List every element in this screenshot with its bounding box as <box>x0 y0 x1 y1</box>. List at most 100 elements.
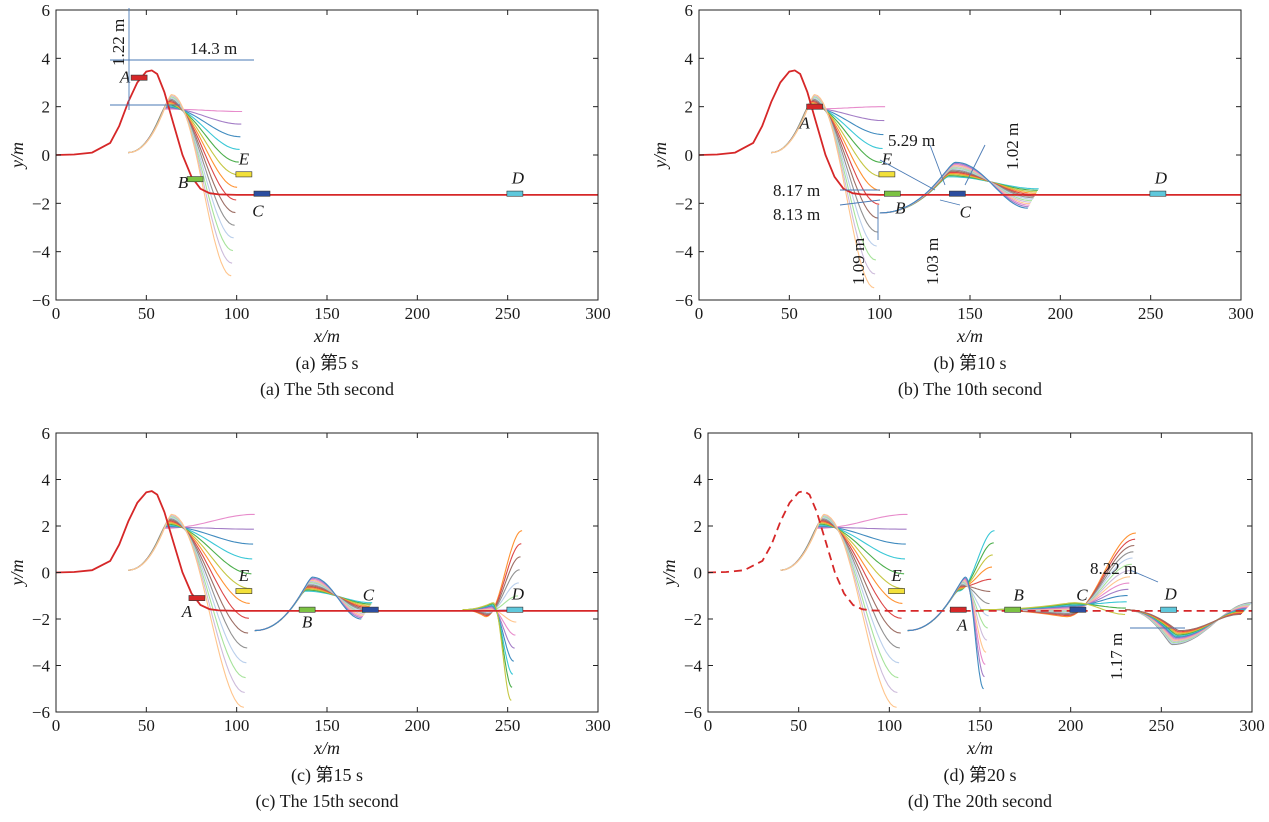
y-tick-label: −6 <box>32 703 50 722</box>
x-tick-label: 100 <box>224 716 250 735</box>
x-tick-label: 100 <box>224 304 250 323</box>
y-tick-label: 6 <box>42 424 51 443</box>
chart-panel-d: E A B C D 0 50 100 150 200 250 300 6 4 2 0 −2 −4 −6 x/m y/m (… <box>659 424 1265 812</box>
candidate-trajectory <box>128 513 245 708</box>
dimension-label: 1.09 m <box>849 238 868 285</box>
vehicle-label-c: C <box>960 203 972 222</box>
vehicle-e <box>235 171 253 178</box>
caption-english: (a) The 5th second <box>260 379 394 400</box>
x-tick-label: 300 <box>585 304 611 323</box>
vehicle-c <box>949 190 966 197</box>
chart-panel-b: A E B C D 0 50 100 150 200 250 300 6 4 2 0 −2 −4 −6 x/m y/m (… <box>650 1 1254 400</box>
x-tick-label: 150 <box>957 304 983 323</box>
chart-panel-c: A E B C D 0 50 100 150 200 250 300 6 4 2 0 −2 −4 −6 x/m y/m (… <box>7 424 611 812</box>
reference-path <box>56 69 598 196</box>
vehicle-a <box>806 103 823 110</box>
dimension-label: 8.13 m <box>773 205 820 224</box>
reference-path <box>699 69 1241 196</box>
candidate-trajectory <box>771 94 875 289</box>
y-tick-label: −2 <box>684 610 702 629</box>
dimension-line <box>1129 569 1159 583</box>
vehicle-d <box>506 606 524 613</box>
plot-frame <box>55 9 599 301</box>
candidate-trajectory <box>128 523 252 575</box>
candidate-trajectory <box>771 102 881 177</box>
y-tick-label: 4 <box>685 49 694 68</box>
vehicle-label-e: E <box>881 149 893 168</box>
y-axis-label: y/m <box>7 142 27 170</box>
candidate-trajectory <box>128 102 238 176</box>
candidate-trajectory <box>780 523 905 575</box>
dimension-line <box>879 159 936 191</box>
x-tick-label: 300 <box>1239 716 1265 735</box>
x-tick-label: 50 <box>781 304 798 323</box>
y-tick-label: 0 <box>42 146 51 165</box>
vehicle-d <box>1149 190 1167 197</box>
vehicle-label-e: E <box>238 566 250 585</box>
vehicle-label-c: C <box>1076 586 1088 605</box>
candidate-trajectory <box>780 513 897 708</box>
candidate-trajectory <box>907 566 993 632</box>
dimension-label-lateral: 1.22 m <box>109 19 128 66</box>
caption-english: (c) The 15th second <box>255 791 398 812</box>
x-tick-label: 0 <box>52 716 61 735</box>
trajectory-fan <box>254 576 373 632</box>
y-tick-label: 4 <box>694 471 703 490</box>
candidate-trajectory <box>462 602 512 701</box>
plot-area <box>699 69 1241 289</box>
trajectory-fan <box>780 513 908 708</box>
y-tick-label: −2 <box>32 194 50 213</box>
vehicle-b <box>1004 606 1021 613</box>
vehicle-e <box>888 588 905 594</box>
vehicle-label-b: B <box>1013 586 1024 605</box>
y-tick-label: 4 <box>42 49 51 68</box>
reference-path <box>708 490 1252 612</box>
y-tick-label: 2 <box>42 98 51 117</box>
vehicle-label-e: E <box>238 149 250 168</box>
x-tick-label: 300 <box>1228 304 1254 323</box>
plot-frame <box>707 432 1253 713</box>
trajectory-fan <box>128 513 255 708</box>
candidate-trajectory <box>879 161 1028 214</box>
vehicle-d <box>1160 606 1177 613</box>
y-tick-label: 2 <box>685 98 694 117</box>
trajectory-fan <box>1125 602 1252 646</box>
y-tick-label: −2 <box>675 194 693 213</box>
y-tick-label: −6 <box>675 291 693 310</box>
dimension-line <box>839 199 881 206</box>
dimension-label: 5.29 m <box>888 131 935 150</box>
x-tick-label: 200 <box>405 716 431 735</box>
vehicle-label-a: A <box>119 68 131 87</box>
vehicle-a <box>188 595 206 601</box>
x-tick-label: 250 <box>1138 304 1164 323</box>
candidate-trajectory <box>780 522 904 590</box>
candidate-trajectory <box>128 522 251 590</box>
candidate-trajectory <box>128 99 236 214</box>
x-tick-label: 200 <box>1058 716 1084 735</box>
y-tick-label: −4 <box>684 657 703 676</box>
dimension-label: 1.03 m <box>923 238 942 285</box>
y-tick-label: 6 <box>685 1 694 20</box>
x-tick-label: 150 <box>967 716 993 735</box>
x-tick-label: 100 <box>867 304 893 323</box>
caption-chinese: (b) 第10 s <box>934 353 1007 374</box>
y-tick-label: −4 <box>32 243 51 262</box>
caption-english: (b) The 10th second <box>898 379 1042 400</box>
x-tick-label: 50 <box>138 716 155 735</box>
x-tick-label: 0 <box>52 304 61 323</box>
candidate-trajectory <box>128 94 232 277</box>
candidate-trajectory <box>907 542 994 632</box>
x-tick-label: 250 <box>1149 716 1175 735</box>
plot-area <box>708 490 1252 708</box>
candidate-trajectory <box>128 97 234 239</box>
dimension-label: 8.22 m <box>1090 559 1137 578</box>
vehicle-label-d: D <box>1163 585 1177 604</box>
x-axis-label: x/m <box>956 326 983 346</box>
vehicle-label-d: D <box>511 169 525 188</box>
candidate-trajectory <box>771 101 881 191</box>
x-axis-label: x/m <box>313 326 340 346</box>
y-tick-label: 2 <box>694 517 703 536</box>
candidate-trajectory <box>771 96 877 261</box>
y-tick-label: −4 <box>675 243 694 262</box>
vehicle-c <box>253 190 271 197</box>
